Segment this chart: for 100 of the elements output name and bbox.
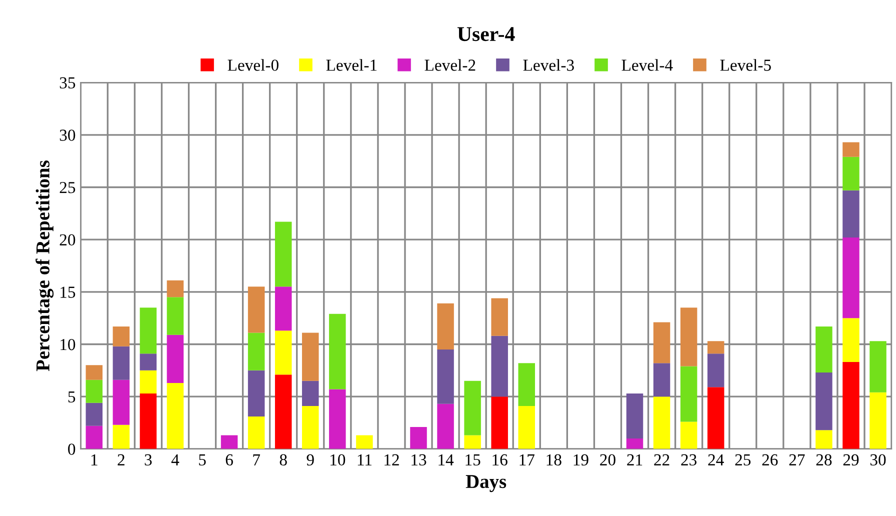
bar bbox=[437, 349, 454, 404]
bar bbox=[220, 435, 238, 449]
bar bbox=[112, 380, 130, 425]
bar bbox=[842, 156, 860, 190]
bar bbox=[491, 336, 508, 397]
y-tick-label: 30 bbox=[60, 130, 76, 141]
bar bbox=[842, 237, 860, 318]
x-tick-label: 15 bbox=[466, 454, 480, 466]
bar bbox=[274, 286, 292, 331]
x-tick-label: 1 bbox=[91, 454, 98, 466]
y-tick-label: 15 bbox=[60, 286, 76, 298]
bar bbox=[302, 406, 319, 449]
bar bbox=[680, 308, 698, 366]
x-tick-label: 11 bbox=[358, 454, 372, 466]
x-tick-label: 6 bbox=[226, 454, 233, 466]
bar bbox=[653, 363, 670, 397]
bar bbox=[329, 314, 346, 390]
y-tick-label: 0 bbox=[68, 444, 76, 455]
x-axis-title: Days bbox=[466, 475, 506, 492]
bar bbox=[437, 303, 454, 350]
bar bbox=[140, 354, 157, 370]
x-tick-label: 3 bbox=[144, 454, 152, 466]
bar bbox=[302, 380, 319, 406]
bar bbox=[653, 322, 670, 364]
bar bbox=[248, 286, 265, 333]
x-tick-label: 2 bbox=[118, 454, 124, 466]
bar bbox=[626, 438, 644, 449]
bar bbox=[410, 426, 427, 449]
bar bbox=[842, 190, 860, 238]
x-tick-label: 19 bbox=[574, 454, 588, 466]
bar bbox=[491, 396, 508, 449]
x-tick-label: 14 bbox=[438, 454, 454, 466]
bar bbox=[112, 346, 130, 380]
x-tick-label: 29 bbox=[843, 454, 859, 466]
x-tick-label: 8 bbox=[280, 454, 287, 466]
bar bbox=[464, 435, 481, 449]
y-tick-label: 25 bbox=[60, 182, 76, 194]
legend-label: Level-5 bbox=[720, 59, 771, 71]
bar bbox=[816, 326, 832, 373]
x-tick-label: 9 bbox=[306, 454, 314, 466]
x-tick-label: 7 bbox=[253, 454, 260, 466]
bar bbox=[140, 308, 157, 354]
legend-label: Level-2 bbox=[424, 59, 476, 71]
bar bbox=[112, 326, 130, 346]
bar bbox=[680, 366, 698, 422]
bar bbox=[842, 362, 860, 449]
x-tick-label: 21 bbox=[627, 454, 642, 466]
x-tick-label: 22 bbox=[654, 454, 670, 466]
bar bbox=[707, 387, 724, 449]
bar bbox=[274, 374, 292, 449]
x-tick-label: 27 bbox=[789, 454, 805, 466]
x-tick-label: 25 bbox=[735, 454, 751, 466]
bar bbox=[870, 341, 886, 392]
x-tick-label: 26 bbox=[762, 454, 778, 466]
chart-title: User-4 bbox=[457, 27, 515, 42]
x-tick-label: 13 bbox=[412, 454, 426, 466]
bar bbox=[166, 382, 184, 449]
bar bbox=[816, 372, 832, 430]
bar bbox=[86, 380, 103, 403]
bar bbox=[356, 435, 373, 449]
bar bbox=[86, 365, 103, 380]
y-tick-label: 20 bbox=[60, 234, 76, 246]
bar bbox=[816, 430, 832, 449]
y-tick-label: 35 bbox=[60, 77, 76, 89]
x-tick-label: 28 bbox=[816, 454, 832, 466]
bar bbox=[707, 354, 724, 388]
bar bbox=[86, 426, 103, 449]
x-tick-label: 30 bbox=[870, 454, 886, 466]
bar bbox=[680, 422, 698, 449]
y-axis-title: Percentage of Repetitions bbox=[36, 160, 54, 372]
bar bbox=[653, 396, 670, 449]
x-tick-label: 23 bbox=[681, 454, 696, 466]
bar bbox=[248, 332, 265, 370]
bar bbox=[166, 297, 184, 335]
bar bbox=[248, 370, 265, 416]
bar bbox=[518, 363, 536, 406]
x-tick-label: 4 bbox=[171, 454, 180, 466]
bar bbox=[626, 393, 644, 438]
bar bbox=[842, 142, 860, 157]
y-tick-label: 5 bbox=[68, 391, 76, 403]
y-tick-label: 10 bbox=[60, 338, 76, 350]
bar bbox=[166, 280, 184, 298]
legend-label: Level-3 bbox=[523, 59, 574, 71]
legend-label: Level-1 bbox=[326, 59, 377, 71]
x-tick-label: 5 bbox=[199, 454, 206, 466]
bar bbox=[518, 406, 536, 449]
x-tick-label: 12 bbox=[384, 454, 399, 466]
bar bbox=[302, 332, 319, 381]
bar bbox=[437, 404, 454, 449]
x-tick-label: 10 bbox=[330, 454, 346, 466]
x-tick-label: 20 bbox=[600, 454, 616, 466]
x-tick-label: 16 bbox=[492, 454, 508, 466]
bar bbox=[166, 334, 184, 383]
bar bbox=[491, 298, 508, 336]
bar bbox=[274, 330, 292, 375]
bar bbox=[842, 318, 860, 362]
legend-label: Level-4 bbox=[622, 59, 673, 71]
x-tick-label: 24 bbox=[708, 454, 724, 466]
bar bbox=[140, 370, 157, 394]
x-tick-label: 18 bbox=[546, 454, 562, 466]
